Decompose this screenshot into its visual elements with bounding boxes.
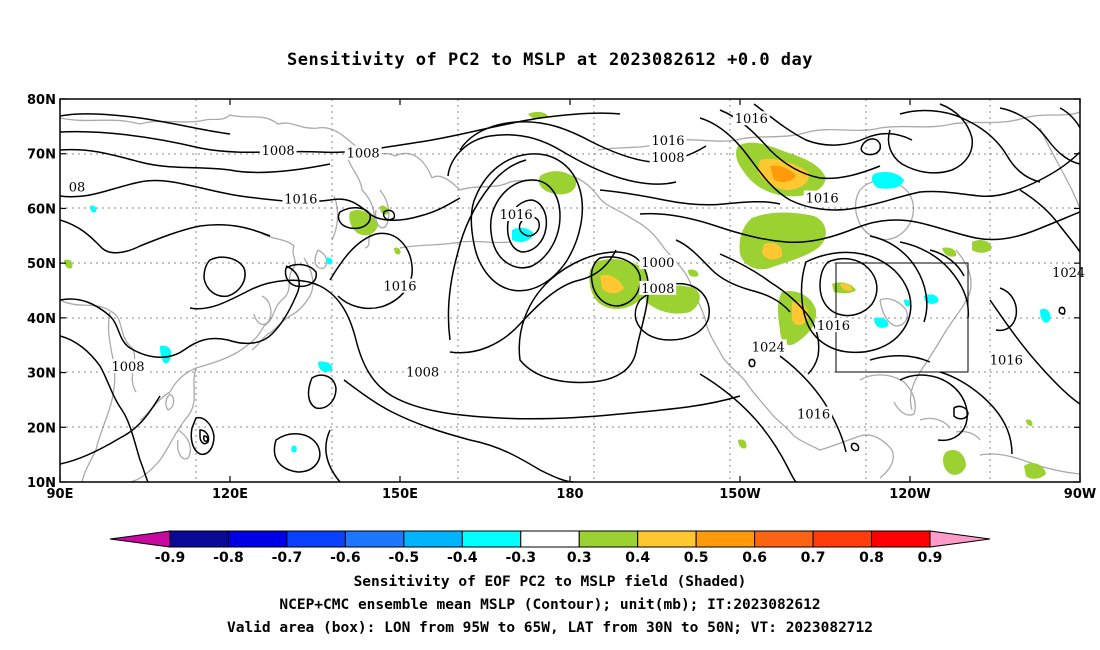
contour-label-bg xyxy=(803,190,841,205)
contour-label-bg xyxy=(1050,264,1088,279)
contour-label-bg xyxy=(649,133,687,148)
mslp-contours xyxy=(60,103,1080,482)
contour-label-bg xyxy=(795,406,833,421)
contour-label: 1016 xyxy=(735,112,768,127)
caption-line-1: Sensitivity of EOF PC2 to MSLP field (Sh… xyxy=(353,574,747,590)
contour-label-bg xyxy=(282,191,320,206)
contour-label: 1016 xyxy=(990,354,1023,369)
colorbar-swatch xyxy=(403,530,463,548)
contour-label-bg xyxy=(381,278,419,293)
contour-label-bg xyxy=(259,142,297,157)
lat-tick-label: 80N xyxy=(27,93,56,108)
colorbar-tick-label: 0.3 xyxy=(567,550,592,566)
colorbar-tick-label: -0.4 xyxy=(447,550,478,566)
contour-label: 1008 xyxy=(262,144,295,159)
contour-labels: 1016 1008 1008 08 1016 1016 1016 1008 1016 1000 10… xyxy=(66,111,1088,423)
colorbar-swatch xyxy=(227,530,288,548)
contour-label: 1000 xyxy=(641,256,674,271)
contour-label: 1008 xyxy=(641,282,674,297)
colorbar-swatch xyxy=(461,530,522,548)
colorbar-tick-label: -0.7 xyxy=(272,550,303,566)
contour-label: 1024 xyxy=(1052,266,1085,281)
colorbar-swatch xyxy=(695,530,756,548)
colorbar-tick-label: 0.4 xyxy=(625,550,650,566)
contour-label-bg xyxy=(987,352,1025,367)
colorbar-min-arrow xyxy=(109,530,171,548)
lat-tick-label: 30N xyxy=(27,367,56,382)
colorbar-tick-label: 0.5 xyxy=(684,550,709,566)
contour-label: 1016 xyxy=(500,208,533,223)
lat-tick-label: 70N xyxy=(27,148,56,163)
lon-tick-label: 180 xyxy=(556,487,583,502)
colorbar-tick-label: 0.8 xyxy=(859,550,884,566)
contour-label: 1016 xyxy=(797,408,830,423)
contour-label: 1016 xyxy=(651,134,684,149)
contour-label-bg xyxy=(732,111,770,126)
colorbar-tick-label: -0.6 xyxy=(330,550,361,566)
colorbar-swatch xyxy=(344,530,405,548)
lat-tick-label: 10N xyxy=(27,476,56,491)
lon-tick-label: 150W xyxy=(719,487,760,502)
colorbar: -0.9 -0.8 -0.7 -0.6 -0.5 -0.4 -0.3 0.3 0.4 0.5 0.6… xyxy=(109,530,991,566)
lat-tick-label: 60N xyxy=(27,202,56,217)
contour-label-bg xyxy=(749,339,787,354)
contour-label: 1016 xyxy=(284,193,317,208)
contour-label: 1008 xyxy=(111,360,144,375)
lat-tick-label: 40N xyxy=(27,312,56,327)
contour-label-bg xyxy=(109,359,147,374)
contour-label: 1008 xyxy=(347,147,380,162)
contour-label-bg xyxy=(815,318,852,333)
contour-label: 1016 xyxy=(383,280,416,295)
contour-label: 1016 xyxy=(817,319,850,334)
colorbar-swatch xyxy=(169,530,229,548)
colorbar-tick-label: -0.9 xyxy=(155,550,186,566)
contour-label-bg xyxy=(404,364,442,379)
contour-label-bg xyxy=(344,145,382,160)
contour-label-bg xyxy=(497,206,535,221)
colorbar-max-arrow xyxy=(929,530,991,548)
contour-label: 08 xyxy=(69,181,86,196)
contour-label: 1016 xyxy=(806,192,839,207)
valid-area-box xyxy=(835,262,969,373)
colorbar-tick-label: 0.7 xyxy=(801,550,826,566)
map-title: Sensitivity of PC2 to MSLP at 2023082612… xyxy=(286,50,813,70)
colorbar-swatch xyxy=(871,530,931,548)
lon-tick-label: 90W xyxy=(1064,487,1096,502)
colorbar-swatch xyxy=(520,530,580,548)
contour-label: 1024 xyxy=(752,340,785,355)
lon-tick-label: 120E xyxy=(212,487,248,502)
caption-line-2: NCEP+CMC ensemble mean MSLP (Contour); u… xyxy=(279,597,821,613)
colorbar-swatch xyxy=(754,530,814,548)
colorbar-tick-label: 0.9 xyxy=(918,550,943,566)
colorbar-swatch xyxy=(637,530,697,548)
lon-tick-label: 150E xyxy=(382,487,418,502)
contour-label-bg xyxy=(649,150,687,165)
contour-label-bg xyxy=(66,179,88,194)
contour-label: 1008 xyxy=(651,151,684,166)
colorbar-tick-label: -0.5 xyxy=(389,550,420,566)
colorbar-tick-label: -0.3 xyxy=(505,550,536,566)
lat-tick-label: 50N xyxy=(27,257,56,272)
contour-label-bg xyxy=(639,255,677,270)
colorbar-swatch xyxy=(286,530,346,548)
contour-label: 1008 xyxy=(406,366,439,381)
contour-label-bg xyxy=(639,280,677,295)
colorbar-swatch xyxy=(812,530,873,548)
colorbar-tick-label: -0.8 xyxy=(213,550,244,566)
colorbar-tick-label: 0.6 xyxy=(742,550,767,566)
colorbar-swatch xyxy=(578,530,639,548)
caption-line-3: Valid area (box): LON from 95W to 65W, L… xyxy=(226,620,873,636)
lon-tick-label: 90E xyxy=(47,487,74,502)
lon-tick-label: 120W xyxy=(889,487,930,502)
lat-tick-label: 20N xyxy=(27,421,56,436)
